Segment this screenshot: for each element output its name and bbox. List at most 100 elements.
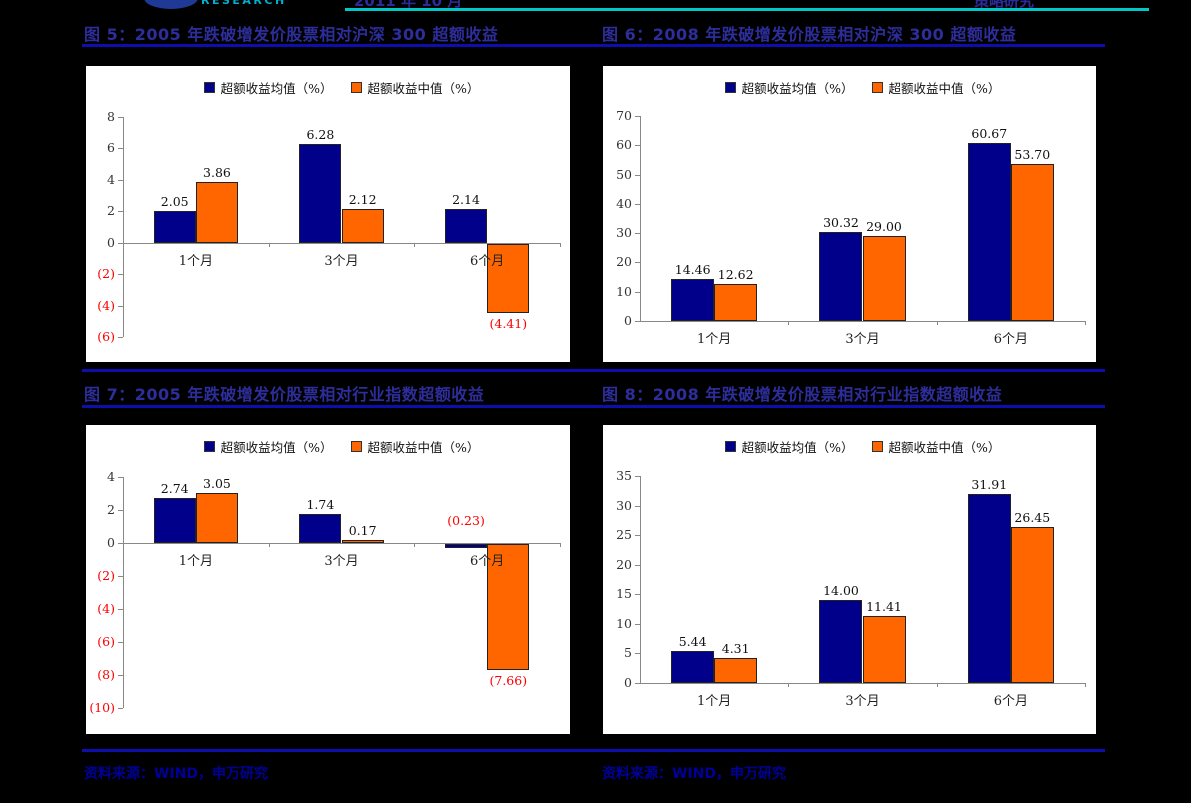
y-tick-mark: [118, 274, 123, 276]
y-tick-label: 2: [107, 502, 115, 517]
bar-value-label: (7.66): [489, 673, 528, 689]
y-tick-label: 0: [624, 313, 632, 328]
bar-value-label: 6.28: [306, 127, 335, 143]
y-tick-mark: [635, 116, 640, 117]
x-axis-line: [123, 543, 560, 544]
y-tick-mark: [118, 510, 123, 511]
figure-7-title: 图 7：2005 年跌破增发价股票相对行业指数超额收益: [84, 385, 485, 404]
bar: [671, 278, 715, 321]
y-tick-mark: [635, 623, 640, 625]
bar: [967, 143, 1011, 321]
x-tick-mark: [936, 683, 938, 687]
bar-value-label: 2.74: [160, 480, 189, 496]
y-tick-mark: [118, 179, 123, 181]
chart-figure-7: 超额收益均值（%） 超额收益中值（%） 4 2 0 (2) (4) (6) (8) (10) 1个月…: [86, 425, 570, 734]
bar: [862, 615, 906, 683]
bar: [153, 210, 196, 243]
y-axis-line: [640, 116, 641, 321]
legend-item: 超额收益中值（%）: [350, 78, 480, 97]
y-tick-mark: [635, 233, 640, 235]
bar-value-label: 31.91: [971, 477, 1008, 493]
y-tick-mark: [635, 262, 640, 264]
x-category-label: 1个月: [697, 694, 732, 709]
chart-legend: 超额收益均值（%） 超额收益中值（%）: [640, 437, 1085, 456]
bar-value-label: 3.05: [203, 475, 231, 491]
x-axis-line: [640, 321, 1085, 322]
x-axis-line: [123, 242, 560, 244]
y-tick-label: 50: [616, 166, 632, 182]
y-tick-label: 10: [616, 283, 632, 299]
bar-value-label: 12.62: [717, 267, 754, 283]
bar-value-label: 30.32: [823, 215, 859, 231]
bar: [299, 514, 342, 543]
figure-8-title: 图 8：2008 年跌破增发价股票相对行业指数超额收益: [602, 385, 1003, 404]
x-category-label: 6个月: [470, 253, 505, 269]
chart-figure-6: 超额收益均值（%） 超额收益中值（%） 70 60 50 40 30 20 10 0 1个月 3个月 6…: [603, 66, 1096, 362]
legend-label: 超额收益中值（%）: [367, 440, 480, 455]
y-tick-mark: [635, 476, 640, 477]
legend-label: 超额收益中值（%）: [367, 81, 480, 96]
legend-item: 超额收益均值（%）: [724, 437, 854, 456]
y-tick-label: 70: [616, 108, 632, 123]
y-tick-label: (6): [97, 634, 115, 649]
y-tick-mark: [118, 708, 123, 709]
y-tick-mark: [635, 564, 640, 566]
legend-swatch-icon: [350, 82, 362, 93]
x-category-label: 3个月: [845, 332, 880, 347]
y-tick-mark: [635, 594, 640, 596]
chart-legend: 超额收益均值（%） 超额收益中值（%）: [123, 437, 560, 456]
y-tick-mark: [118, 576, 123, 577]
y-tick-label: 5: [624, 645, 632, 661]
bar: [819, 600, 863, 683]
y-tick-label: 40: [616, 195, 632, 211]
y-tick-label: 0: [107, 234, 115, 250]
x-category-label: 3个月: [324, 253, 359, 269]
bar-value-label: 60.67: [971, 126, 1008, 142]
y-tick-label: (2): [97, 266, 115, 282]
x-category-label: 1个月: [178, 554, 213, 569]
chart-figure-5: 超额收益均值（%） 超额收益中值（%） 8 6 4 2 0 (2) (4) (6) 1个月 3个月 6个…: [86, 66, 570, 362]
x-tick-mark: [788, 321, 790, 325]
y-tick-label: (4): [97, 297, 115, 313]
y-tick-mark: [118, 543, 123, 544]
bar-value-label: 29.00: [866, 219, 902, 235]
y-tick-mark: [635, 203, 640, 205]
chart-legend: 超额收益均值（%） 超额收益中值（%）: [640, 78, 1085, 97]
figure-6-title: 图 6：2008 年跌破增发价股票相对沪深 300 超额收益: [602, 25, 1017, 44]
y-tick-mark: [118, 609, 123, 610]
y-tick-mark: [118, 477, 123, 478]
legend-label: 超额收益均值（%）: [220, 440, 333, 455]
bar-value-label: 14.46: [674, 261, 711, 277]
x-category-label: 6个月: [993, 332, 1028, 347]
bar: [341, 540, 384, 543]
bar-value-label: 11.41: [866, 598, 902, 614]
y-axis-line: [123, 477, 124, 708]
legend-label: 超额收益均值（%）: [220, 81, 333, 96]
bar-value-label: 53.70: [1014, 146, 1051, 162]
legend-item: 超额收益中值（%）: [871, 437, 1001, 456]
y-axis-line: [640, 476, 641, 683]
legend-label: 超额收益中值（%）: [888, 440, 1001, 455]
y-tick-label: 2: [107, 203, 115, 219]
x-tick-mark: [1085, 321, 1086, 325]
bar: [341, 209, 384, 243]
y-tick-mark: [635, 505, 640, 507]
legend-item: 超额收益中值（%）: [871, 78, 1000, 97]
y-tick-mark: [635, 321, 640, 322]
y-tick-label: 20: [616, 254, 632, 270]
x-tick-mark: [268, 543, 270, 547]
bar-value-label: 3.86: [203, 165, 231, 181]
legend-swatch-icon: [871, 82, 883, 93]
x-category-label: 6个月: [470, 554, 505, 569]
bar: [671, 650, 715, 683]
bar-value-label: 1.74: [306, 497, 335, 513]
x-axis-line: [640, 683, 1085, 684]
y-tick-mark: [635, 653, 640, 655]
y-tick-mark: [118, 675, 123, 676]
header-rule: [345, 8, 1149, 11]
y-tick-label: (8): [97, 667, 115, 682]
bar-value-label: (4.41): [489, 316, 528, 331]
sws-logo-icon: [144, 0, 198, 9]
legend-swatch-icon: [203, 82, 215, 93]
y-tick-mark: [635, 174, 640, 176]
